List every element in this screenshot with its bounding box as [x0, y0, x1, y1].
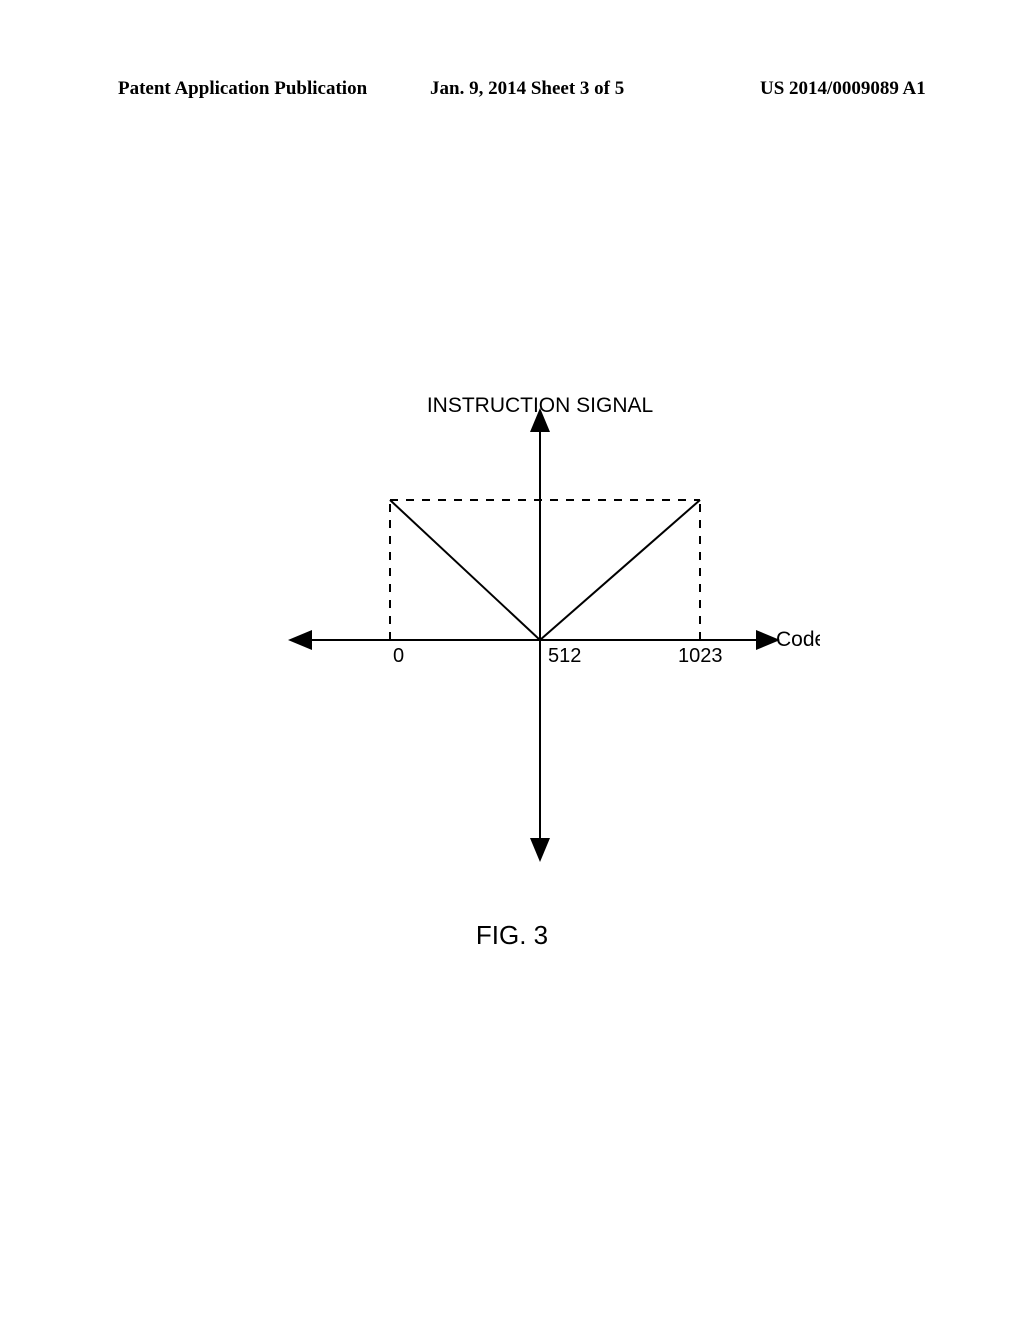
x-axis-label: Code — [776, 628, 820, 651]
v-line-right — [540, 500, 700, 640]
figure-diagram: 0 512 1023 INSTRUCTION SIGNAL Code — [260, 380, 820, 900]
header-publication: Patent Application Publication — [118, 78, 367, 100]
tick-512: 512 — [548, 645, 581, 667]
y-axis-label: INSTRUCTION SIGNAL — [427, 394, 653, 417]
v-line-left — [390, 500, 540, 640]
tick-1023: 1023 — [678, 645, 723, 667]
diagram-svg: 0 512 1023 INSTRUCTION SIGNAL Code — [260, 380, 820, 900]
header-date-sheet: Jan. 9, 2014 Sheet 3 of 5 — [430, 78, 624, 100]
header-patent-number: US 2014/0009089 A1 — [760, 78, 926, 100]
tick-0: 0 — [393, 645, 404, 667]
figure-caption: FIG. 3 — [0, 920, 1024, 951]
